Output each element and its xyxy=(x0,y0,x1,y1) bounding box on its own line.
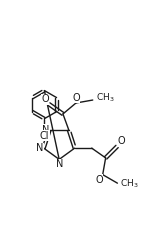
Text: CH$_3$: CH$_3$ xyxy=(96,91,114,104)
Text: O: O xyxy=(117,136,125,146)
Text: Cl: Cl xyxy=(40,131,49,141)
Text: N: N xyxy=(36,143,44,153)
Text: O: O xyxy=(95,175,103,185)
Text: O: O xyxy=(41,94,49,104)
Text: O: O xyxy=(72,93,80,103)
Text: N: N xyxy=(42,125,50,135)
Text: N: N xyxy=(56,159,63,169)
Text: CH$_3$: CH$_3$ xyxy=(120,178,139,190)
